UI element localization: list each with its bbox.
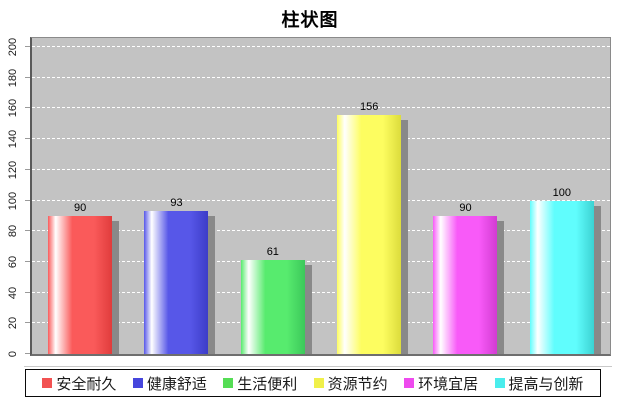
y-tick-label: 160 xyxy=(7,99,19,118)
legend-label: 资源节约 xyxy=(327,376,388,393)
chart-title: 柱状图 xyxy=(281,10,339,30)
y-tick-mark xyxy=(25,230,30,232)
gridline-120 xyxy=(32,168,610,170)
y-tick-mark xyxy=(25,322,30,324)
bar-slot-4: 156 xyxy=(321,38,417,354)
y-tick-mark xyxy=(25,260,30,262)
gridline-160 xyxy=(32,107,610,109)
bar-value-label: 61 xyxy=(266,246,279,259)
bar-value-label: 156 xyxy=(359,100,379,113)
legend-swatch-icon xyxy=(404,378,415,388)
legend-item-6[interactable]: 提高与创新 xyxy=(494,373,584,394)
bar-5[interactable] xyxy=(433,215,505,354)
gridline-200 xyxy=(32,46,610,47)
legend-swatch-icon xyxy=(494,378,505,388)
bar-1[interactable] xyxy=(48,215,120,354)
bar-slot-6: 100 xyxy=(514,38,610,354)
bar-4[interactable] xyxy=(337,114,409,354)
gridline-60 xyxy=(32,260,610,262)
bar-slot-5: 90 xyxy=(417,38,513,354)
y-tick-mark xyxy=(25,353,30,354)
bar-value-label: 90 xyxy=(459,201,472,214)
legend-item-5[interactable]: 环境宜居 xyxy=(404,373,478,394)
bar-shadow xyxy=(401,119,409,354)
y-tick-mark xyxy=(25,46,30,47)
legend: 安全耐久 健康舒适 生活便利 资源节约 环境宜居 提高与创新 xyxy=(25,369,601,397)
y-tick-label: 100 xyxy=(7,191,19,210)
legend-label: 环境宜居 xyxy=(418,376,479,393)
legend-swatch-icon xyxy=(313,378,324,388)
y-tick-label: 120 xyxy=(7,160,19,179)
y-axis: 0 20 40 60 80 100 120 140 160 180 200 xyxy=(0,38,30,357)
gridline-20 xyxy=(32,322,610,324)
bar-shadow xyxy=(497,220,505,354)
plot-area: 90 93 61 156 90 100 xyxy=(30,37,611,356)
legend-item-2[interactable]: 健康舒适 xyxy=(132,373,207,394)
legend-label: 生活便利 xyxy=(237,376,298,393)
y-tick-label: 20 xyxy=(7,317,19,330)
gridline-100 xyxy=(32,199,610,201)
y-tick-mark xyxy=(25,138,30,140)
axis-underline xyxy=(24,366,612,367)
bar-shadow xyxy=(208,216,216,354)
y-tick-mark xyxy=(25,76,30,78)
y-tick-mark xyxy=(25,199,30,201)
bars-container: 90 93 61 156 90 100 xyxy=(32,38,610,354)
legend-label: 健康舒适 xyxy=(146,376,207,393)
bar-shadow xyxy=(593,205,601,354)
y-tick-label: 0 xyxy=(7,350,19,358)
y-tick-label: 180 xyxy=(7,68,19,87)
legend-swatch-icon xyxy=(223,378,234,388)
y-tick-mark xyxy=(25,291,30,293)
bar-3[interactable] xyxy=(240,260,312,354)
y-tick-label: 80 xyxy=(7,225,19,238)
gridline-40 xyxy=(32,291,610,293)
bar-slot-1: 90 xyxy=(32,38,128,354)
bar-shadow xyxy=(112,220,120,354)
legend-item-4[interactable]: 资源节约 xyxy=(313,373,388,394)
legend-swatch-icon xyxy=(132,378,143,388)
y-tick-label: 200 xyxy=(7,37,19,57)
bar-6[interactable] xyxy=(529,200,601,354)
legend-item-1[interactable]: 安全耐久 xyxy=(42,373,116,394)
bar-value-label: 100 xyxy=(552,186,571,199)
bar-value-label: 90 xyxy=(74,201,87,214)
gridline-80 xyxy=(32,230,610,232)
y-tick-label: 40 xyxy=(7,286,19,299)
gridline-180 xyxy=(32,76,610,78)
bar-value-label: 93 xyxy=(170,197,183,210)
bar-shadow xyxy=(304,265,312,354)
gridline-140 xyxy=(32,138,610,140)
y-tick-mark xyxy=(25,168,30,170)
legend-label: 提高与创新 xyxy=(508,376,584,393)
bar-slot-2: 93 xyxy=(128,38,224,354)
y-tick-mark xyxy=(25,107,30,109)
y-tick-label: 140 xyxy=(7,129,19,149)
legend-label: 安全耐久 xyxy=(56,376,117,393)
legend-item-3[interactable]: 生活便利 xyxy=(223,373,297,394)
bar-slot-3: 61 xyxy=(225,38,321,354)
bar-2[interactable] xyxy=(144,211,216,354)
y-tick-label: 60 xyxy=(7,255,19,269)
legend-swatch-icon xyxy=(42,378,53,388)
